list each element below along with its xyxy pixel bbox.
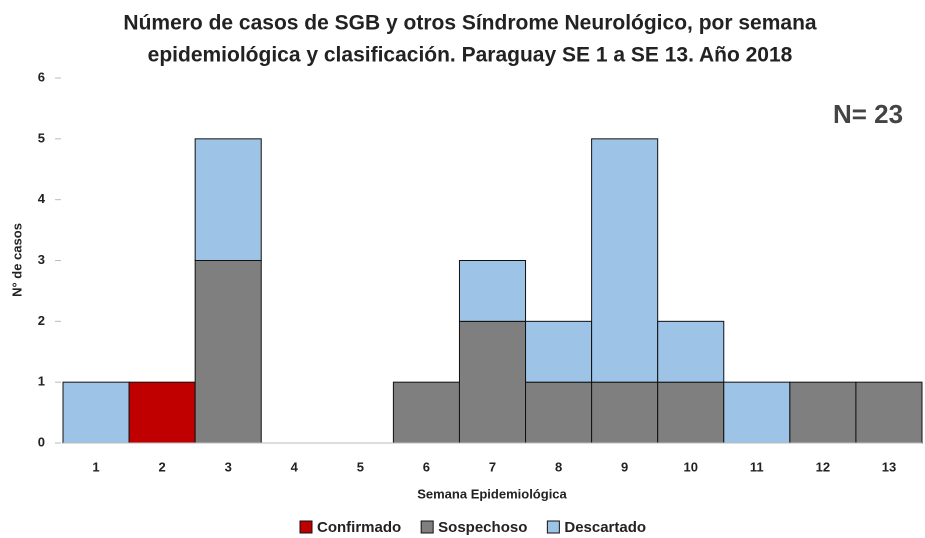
bar-segment	[591, 138, 659, 383]
y-tick-label: 6	[38, 69, 45, 84]
x-tick-label: 7	[489, 459, 496, 474]
bar-segment	[789, 381, 857, 444]
x-tick-label: 2	[158, 459, 165, 474]
bar-segment	[723, 381, 791, 444]
chart-title: Número de casos de SGB y otros Síndrome …	[123, 12, 816, 35]
legend-label: Descartado	[564, 519, 646, 536]
x-tick-label: 3	[225, 459, 232, 474]
legend-swatch	[299, 520, 313, 534]
y-tick-label: 5	[38, 130, 45, 145]
legend-swatch	[420, 520, 434, 534]
x-tick-label: 13	[882, 459, 896, 474]
x-axis-label: Semana Epidemiológica	[417, 486, 567, 501]
x-tick-label: 5	[357, 459, 364, 474]
chart-title: epidemiológica y clasificación. Paraguay…	[148, 44, 793, 67]
y-tick-label: 1	[38, 374, 45, 389]
annotation: N= 23	[833, 99, 903, 129]
bar-segment	[62, 381, 130, 444]
x-tick-label: 6	[423, 459, 430, 474]
x-tick-label: 4	[291, 459, 299, 474]
legend-label: Sospechoso	[438, 519, 527, 536]
bar-segment	[525, 320, 593, 383]
y-tick-label: 4	[38, 191, 46, 206]
x-tick-label: 8	[555, 459, 562, 474]
bar-segment	[855, 381, 923, 444]
y-axis-label: N° de casos	[9, 223, 24, 297]
bar-segment	[458, 320, 527, 444]
bar-segment	[657, 381, 725, 444]
legend-swatch	[546, 520, 560, 534]
bar-segment	[128, 381, 196, 444]
bar-segment	[525, 381, 593, 444]
bar-segment	[194, 138, 262, 261]
x-tick-label: 9	[621, 459, 628, 474]
y-tick-label: 2	[38, 313, 45, 328]
x-tick-label: 11	[750, 459, 764, 474]
bar-segment	[657, 320, 725, 383]
y-tick-label: 3	[38, 252, 45, 267]
x-tick-label: 10	[683, 459, 697, 474]
bar-segment	[392, 381, 460, 444]
bar-segment	[194, 260, 262, 444]
legend-label: Confirmado	[317, 519, 401, 536]
bar-segment	[591, 381, 659, 444]
bar-segment	[458, 260, 527, 322]
x-tick-label: 12	[816, 459, 830, 474]
y-tick-label: 0	[38, 434, 45, 449]
x-tick-label: 1	[92, 459, 99, 474]
